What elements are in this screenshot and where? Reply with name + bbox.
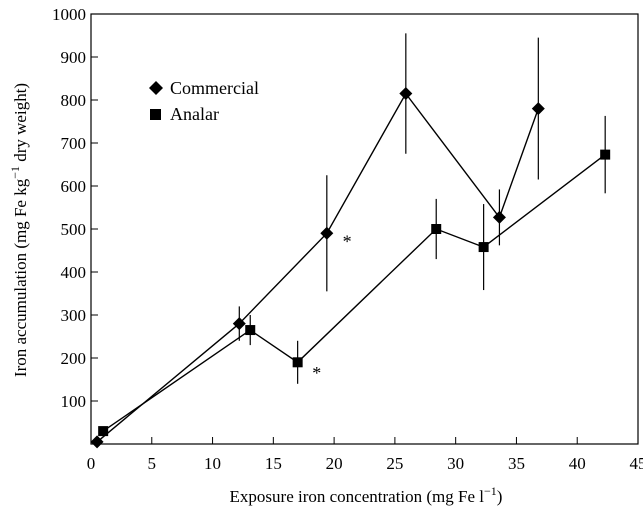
x-tick-label: 40 (569, 454, 586, 473)
legend-marker-analar (150, 109, 161, 120)
y-tick-label: 100 (61, 392, 87, 411)
y-axis-title-suffix: dry weight) (11, 83, 30, 166)
y-tick-label: 1000 (52, 5, 86, 24)
point-analar (431, 224, 442, 234)
x-axis-title: Exposure iron concentration (mg Fe l−1) (230, 484, 503, 506)
y-axis-title-main: Iron accumulation (mg Fe kg (11, 178, 30, 377)
significance-marker: * (343, 232, 352, 252)
legend-marker-commercial (149, 81, 163, 95)
x-tick-label: 35 (508, 454, 525, 473)
series-commercial (90, 33, 545, 449)
significance-marker: * (312, 363, 321, 383)
series-line-commercial (96, 92, 539, 443)
legend-label-commercial: Commercial (170, 78, 259, 98)
x-tick-label: 15 (265, 454, 282, 473)
x-tick-label: 0 (87, 454, 96, 473)
y-tick-label: 700 (61, 134, 87, 153)
y-axis-title-text: Iron accumulation (mg Fe kg−1 dry weight… (8, 83, 30, 377)
x-axis-title-main: Exposure iron concentration (mg Fe l (230, 487, 485, 506)
y-tick-label: 800 (61, 91, 87, 110)
point-analar (245, 325, 256, 336)
x-tick-label: 45 (630, 454, 643, 473)
x-tick-label: 5 (148, 454, 157, 473)
x-axis-title-suffix: ) (497, 487, 503, 506)
series-analar (98, 115, 611, 437)
legend-label-analar: Analar (170, 104, 219, 124)
point-commercial (90, 435, 104, 449)
point-analar (478, 242, 489, 253)
axis-ticks: 0 5 10 15 20 25 30 35 40 45 100 200 300 400 500 600 700 8… (52, 5, 643, 473)
y-tick-label: 900 (61, 48, 87, 67)
point-commercial (232, 317, 246, 331)
annotations: ** (312, 232, 351, 383)
point-analar (292, 357, 303, 368)
legend: Commercial Analar (149, 78, 259, 124)
y-tick-label: 600 (61, 177, 87, 196)
x-tick-label: 30 (447, 454, 464, 473)
series-layer (90, 33, 611, 449)
x-tick-label: 25 (386, 454, 403, 473)
point-analar (600, 149, 611, 160)
y-tick-label: 200 (61, 349, 87, 368)
point-commercial (492, 210, 506, 224)
x-tick-label: 10 (204, 454, 221, 473)
y-tick-label: 400 (61, 263, 87, 282)
y-axis-title: Iron accumulation (mg Fe kg−1 dry weight… (8, 83, 30, 377)
x-tick-label: 20 (326, 454, 343, 473)
point-commercial (399, 87, 413, 101)
y-axis-title-sup: −1 (8, 166, 22, 179)
point-analar (98, 426, 109, 437)
series-line-analar (102, 154, 606, 432)
x-axis-title-sup: −1 (484, 484, 497, 498)
point-commercial (320, 226, 334, 240)
point-commercial (531, 102, 545, 116)
y-tick-label: 300 (61, 306, 87, 325)
y-tick-label: 500 (61, 220, 87, 239)
